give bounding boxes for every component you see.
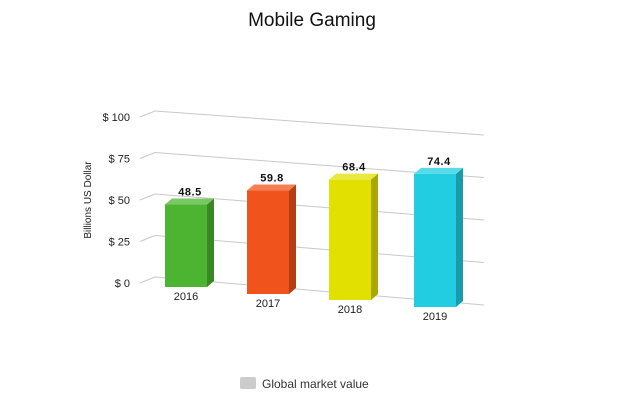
bar-top-2017 bbox=[247, 184, 296, 191]
bar-top-2018 bbox=[329, 173, 378, 180]
grid-line-stub bbox=[139, 193, 156, 201]
x-tick-label: 2016 bbox=[174, 291, 198, 303]
legend-swatch[interactable] bbox=[240, 377, 256, 389]
legend[interactable]: Global market value bbox=[240, 377, 369, 391]
y-axis-label: Billions US Dollar bbox=[83, 161, 94, 239]
grid-line-stub bbox=[139, 152, 156, 159]
y-tick-label: $ 50 bbox=[109, 195, 130, 207]
bar-2017 bbox=[247, 190, 289, 294]
data-labels: 48.5 59.8 68.4 74.4 bbox=[178, 156, 451, 199]
grid-line bbox=[154, 110, 485, 136]
y-tick-label: $ 0 bbox=[115, 278, 130, 290]
grid-line-stub bbox=[139, 276, 156, 284]
grid-line-stub bbox=[139, 235, 156, 242]
x-axis-categories: 2016 2017 2018 2019 bbox=[174, 291, 447, 323]
x-tick-label: 2017 bbox=[256, 298, 280, 310]
bar-side-2017 bbox=[289, 184, 296, 294]
y-tick-label: $ 25 bbox=[109, 237, 130, 249]
chart-title: Mobile Gaming bbox=[248, 10, 376, 31]
data-label: 48.5 bbox=[178, 187, 201, 199]
x-tick-label: 2019 bbox=[423, 311, 447, 323]
bar-top-2019 bbox=[414, 167, 463, 174]
data-label: 74.4 bbox=[427, 156, 451, 168]
grid-line-stub bbox=[139, 110, 156, 118]
bar-2019 bbox=[414, 173, 456, 307]
legend-label[interactable]: Global market value bbox=[262, 377, 369, 391]
bar-side-2016 bbox=[207, 198, 214, 287]
y-tick-label: $ 100 bbox=[102, 112, 130, 124]
bar-side-2019 bbox=[456, 167, 463, 307]
data-label: 59.8 bbox=[260, 173, 283, 185]
y-tick-label: $ 75 bbox=[109, 154, 130, 166]
bar-layer bbox=[165, 167, 463, 307]
data-label: 68.4 bbox=[342, 162, 366, 174]
bar-top-2016 bbox=[165, 198, 214, 205]
bar-2016 bbox=[165, 204, 207, 287]
bar-side-2018 bbox=[371, 173, 378, 300]
x-tick-label: 2018 bbox=[338, 304, 362, 316]
bar-2018 bbox=[329, 179, 371, 300]
y-axis-ticks: $ 0 $ 25 $ 50 $ 75 $ 100 bbox=[102, 112, 130, 290]
